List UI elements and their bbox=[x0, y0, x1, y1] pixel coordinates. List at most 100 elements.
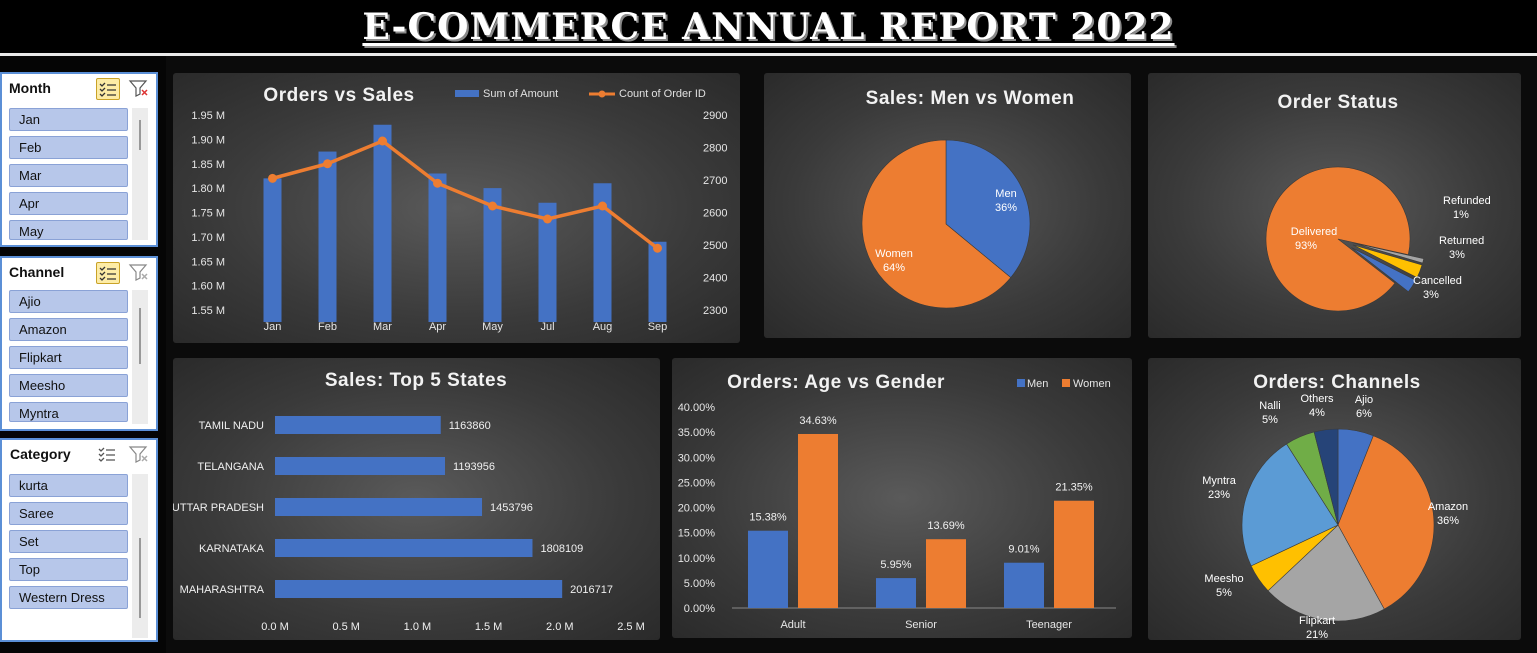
pie-slice-refunded bbox=[1353, 242, 1425, 264]
legend-swatch-men bbox=[1017, 379, 1025, 387]
x-tick-label: 2.0 M bbox=[546, 621, 574, 633]
y-tick-label: 1.95 M bbox=[191, 110, 225, 122]
clear-filter-icon[interactable] bbox=[128, 262, 150, 282]
x-tick-label: 1.0 M bbox=[404, 621, 432, 633]
orders-vs-sales-panel: Orders vs Sales Sum of Amount Count of Ord… bbox=[173, 73, 740, 343]
bar-amount-jan bbox=[263, 178, 282, 322]
chart-title: Orders vs Sales bbox=[263, 85, 414, 106]
pie-label-cancelled: Cancelled bbox=[1413, 275, 1462, 287]
y2-tick-label: 2500 bbox=[703, 240, 727, 252]
bar-amount-apr bbox=[428, 173, 447, 322]
clear-filter-icon[interactable] bbox=[128, 78, 150, 98]
pie-value-delivered: 93% bbox=[1295, 240, 1317, 252]
data-label-telangana: 1193956 bbox=[453, 461, 495, 473]
slicer-item-top[interactable]: Top bbox=[9, 558, 128, 581]
y-tick-label: 0.00% bbox=[684, 603, 715, 615]
multi-select-icon[interactable] bbox=[96, 262, 120, 284]
slicer-item-mar[interactable]: Mar bbox=[9, 164, 128, 187]
slicer-item-apr[interactable]: Apr bbox=[9, 192, 128, 215]
legend-label-count: Count of Order ID bbox=[619, 88, 706, 100]
slicer-item-meesho[interactable]: Meesho bbox=[9, 374, 128, 397]
pie-slice-amazon bbox=[1337, 435, 1435, 610]
pie-slice-women bbox=[861, 139, 1012, 309]
pie-label-delivered: Delivered bbox=[1291, 226, 1337, 238]
y-tick-label: 1.70 M bbox=[191, 232, 225, 244]
data-label-men-teenager: 9.01% bbox=[1008, 544, 1039, 556]
clear-filter-icon[interactable] bbox=[128, 444, 150, 464]
slicer-item-ajio[interactable]: Ajio bbox=[9, 290, 128, 313]
order-status-panel: Order Status Refunded 1% Returned 3% Cancelle… bbox=[1148, 73, 1521, 338]
y-tick-label: 1.90 M bbox=[191, 134, 225, 146]
bar-uttar-pradesh bbox=[275, 498, 483, 516]
y-tick-label: TELANGANA bbox=[197, 461, 264, 473]
bar-men-adult bbox=[748, 530, 788, 608]
pie-slice-cancelled bbox=[1351, 247, 1417, 293]
pie-slice-myntra bbox=[1241, 443, 1339, 567]
category-slicer-title: Category bbox=[10, 446, 71, 462]
bar-amount-may bbox=[483, 188, 502, 322]
pie-slice-returned bbox=[1352, 244, 1423, 278]
order-status-chart: Order Status Refunded 1% Returned 3% Cancelle… bbox=[1265, 92, 1491, 312]
point-count-apr bbox=[433, 178, 442, 188]
channel-slicer-scrollbar[interactable] bbox=[132, 290, 148, 424]
slicer-item-flipkart[interactable]: Flipkart bbox=[9, 346, 128, 369]
y-tick-label: UTTAR PRADESH bbox=[173, 502, 264, 514]
top5-states-chart: Sales: Top 5 States TAMIL NADU 1163860 TELA… bbox=[173, 370, 645, 633]
multi-select-icon[interactable] bbox=[96, 78, 120, 100]
legend-swatch-women bbox=[1062, 379, 1070, 387]
point-count-may bbox=[488, 201, 497, 211]
pie-label-men: Men bbox=[995, 188, 1016, 200]
y2-tick-label: 2700 bbox=[703, 175, 727, 187]
slicer-item-may[interactable]: May bbox=[9, 220, 128, 240]
category-slicer: Category kurta Saree Set Top Western Dre… bbox=[0, 438, 158, 642]
y-tick-label: KARNATAKA bbox=[199, 543, 265, 555]
x-tick-label: 0.5 M bbox=[332, 621, 360, 633]
pie-value-nalli: 5% bbox=[1262, 414, 1278, 426]
pie-slice-flipkart bbox=[1267, 524, 1385, 622]
month-slicer-title: Month bbox=[9, 80, 51, 96]
bar-amount-mar bbox=[373, 124, 392, 322]
x-tick-label: Adult bbox=[780, 619, 805, 631]
bar-amount-feb bbox=[318, 151, 337, 322]
bar-amount-sep bbox=[648, 241, 667, 322]
channel-slicer: Channel Ajio Amazon Flipkart Meesho Mynt… bbox=[0, 256, 158, 431]
y-tick-label: 35.00% bbox=[678, 427, 716, 439]
slicer-item-feb[interactable]: Feb bbox=[9, 136, 128, 159]
data-label-men-adult: 15.38% bbox=[749, 512, 787, 524]
data-label-women-senior: 13.69% bbox=[927, 520, 965, 532]
data-label-uttar-pradesh: 1453796 bbox=[490, 502, 533, 514]
slicer-item-saree[interactable]: Saree bbox=[9, 502, 128, 525]
point-count-feb bbox=[323, 159, 332, 169]
legend-marker-count bbox=[598, 90, 606, 98]
y-tick-label: 20.00% bbox=[678, 503, 716, 515]
pie-slice-men bbox=[945, 139, 1031, 278]
x-tick-label: Teenager bbox=[1026, 619, 1072, 631]
y-tick-label: 1.65 M bbox=[191, 256, 225, 268]
slicer-sidebar: Month Jan Feb Mar Apr May Channel Ajio A… bbox=[0, 56, 166, 653]
slicer-item-myntra[interactable]: Myntra bbox=[9, 402, 128, 422]
y-tick-label: 10.00% bbox=[678, 553, 716, 565]
month-slicer-scrollbar[interactable] bbox=[132, 108, 148, 240]
x-tick-label: May bbox=[482, 321, 503, 333]
multi-select-icon[interactable] bbox=[96, 444, 118, 464]
pie-label-meesho: Meesho bbox=[1204, 573, 1243, 585]
data-label-men-senior: 5.95% bbox=[880, 559, 911, 571]
pie-label-returned: Returned bbox=[1439, 235, 1484, 247]
slicer-item-kurta[interactable]: kurta bbox=[9, 474, 128, 497]
y2-tick-label: 2600 bbox=[703, 208, 727, 220]
y-tick-label: 25.00% bbox=[678, 477, 716, 489]
pie-value-others: 4% bbox=[1309, 407, 1325, 419]
pie-label-ajio: Ajio bbox=[1355, 394, 1373, 406]
age-gender-panel: Orders: Age vs Gender Men Women 0.00% 5.00% 1… bbox=[672, 358, 1132, 638]
y2-tick-label: 2900 bbox=[703, 110, 727, 122]
slicer-item-jan[interactable]: Jan bbox=[9, 108, 128, 131]
slicer-item-amazon[interactable]: Amazon bbox=[9, 318, 128, 341]
slicer-item-western-dress[interactable]: Western Dress bbox=[9, 586, 128, 609]
bar-men-teenager bbox=[1004, 562, 1044, 608]
month-slicer: Month Jan Feb Mar Apr May bbox=[0, 72, 158, 247]
chart-title: Orders: Channels bbox=[1253, 372, 1420, 393]
category-slicer-scrollbar[interactable] bbox=[132, 474, 148, 638]
pie-value-cancelled: 3% bbox=[1423, 289, 1439, 301]
slicer-item-set[interactable]: Set bbox=[9, 530, 128, 553]
orders-vs-sales-chart: Orders vs Sales Sum of Amount Count of Ord… bbox=[191, 85, 727, 333]
